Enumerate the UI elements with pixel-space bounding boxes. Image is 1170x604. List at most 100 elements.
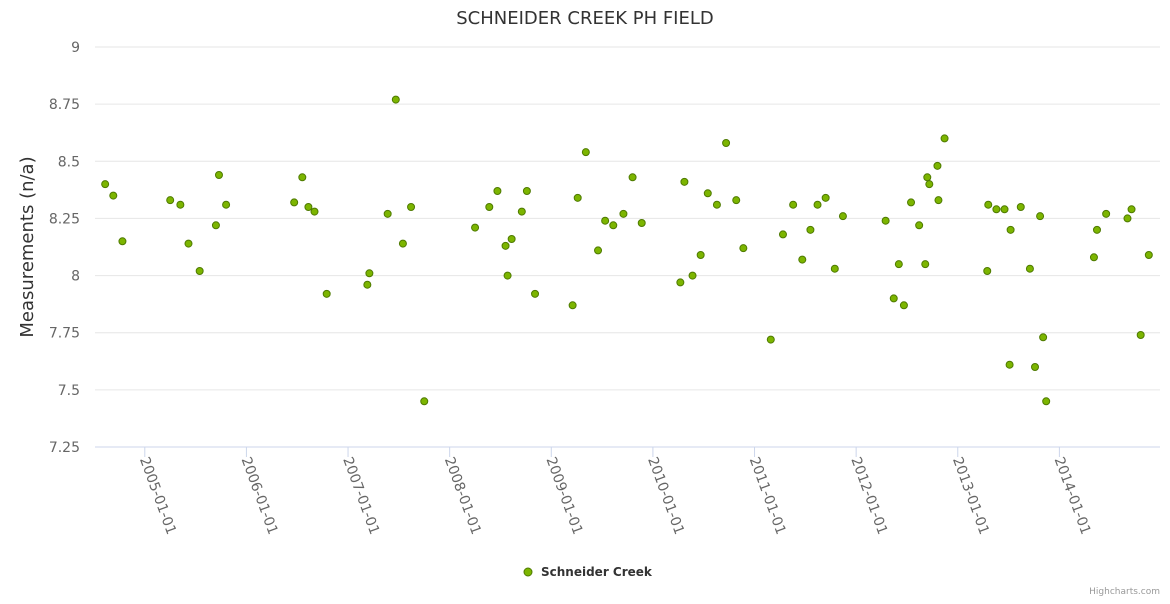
y-tick-label: 9 bbox=[71, 40, 80, 56]
data-point bbox=[222, 200, 231, 209]
x-tick-label: 2014-01-01 bbox=[1051, 455, 1094, 537]
data-point bbox=[594, 246, 603, 255]
legend-label: Schneider Creek bbox=[541, 565, 653, 579]
data-point bbox=[1123, 214, 1132, 223]
data-point bbox=[184, 239, 193, 248]
data-point bbox=[1144, 251, 1153, 259]
data-point bbox=[501, 241, 510, 250]
data-point bbox=[1092, 225, 1101, 234]
data-point bbox=[881, 216, 890, 225]
data-point bbox=[696, 251, 705, 259]
y-tick-label: 7.25 bbox=[49, 440, 80, 456]
data-point bbox=[471, 223, 480, 232]
data-point bbox=[766, 335, 775, 344]
y-axis: 7.25 7.5 7.75 8 8.25 8.5 8.75 9 bbox=[49, 40, 80, 456]
data-point bbox=[507, 235, 516, 243]
y-tick-label: 8.5 bbox=[58, 154, 80, 170]
data-point bbox=[195, 267, 204, 275]
data-point bbox=[680, 177, 689, 186]
y-axis-title: Measurements (n/a) bbox=[17, 156, 38, 337]
data-point bbox=[915, 221, 924, 230]
data-point bbox=[176, 200, 185, 209]
data-point bbox=[925, 180, 934, 189]
data-point bbox=[304, 203, 313, 211]
data-point bbox=[889, 294, 898, 303]
data-point bbox=[1036, 212, 1045, 221]
data-point bbox=[166, 196, 175, 205]
x-tick-label: 2009-01-01 bbox=[543, 455, 586, 537]
data-point bbox=[383, 209, 392, 218]
data-point bbox=[940, 134, 949, 143]
data-point bbox=[732, 196, 741, 205]
data-point bbox=[899, 301, 908, 310]
data-point bbox=[934, 196, 943, 205]
x-tick-label: 2011-01-01 bbox=[746, 455, 789, 537]
data-point bbox=[391, 95, 400, 104]
legend-marker bbox=[523, 567, 533, 577]
data-point bbox=[503, 271, 512, 280]
data-point bbox=[609, 221, 618, 230]
data-point bbox=[517, 207, 526, 216]
data-point bbox=[1136, 331, 1145, 339]
data-point bbox=[798, 255, 807, 264]
data-point bbox=[420, 397, 429, 406]
data-point bbox=[1005, 360, 1014, 369]
y-tick-label: 7.75 bbox=[49, 326, 80, 342]
data-point bbox=[493, 187, 502, 195]
data-point bbox=[310, 207, 319, 216]
data-point bbox=[1016, 203, 1025, 211]
data-point bbox=[821, 193, 830, 202]
data-point bbox=[983, 267, 992, 275]
legend-item-schneider-creek[interactable]: Schneider Creek bbox=[523, 565, 653, 579]
data-point bbox=[1025, 264, 1034, 273]
x-tick-label: 2006-01-01 bbox=[238, 455, 281, 537]
data-point bbox=[637, 219, 646, 227]
data-point bbox=[830, 264, 839, 273]
credits-link[interactable]: Highcharts.com bbox=[1089, 587, 1160, 597]
data-point bbox=[1089, 253, 1098, 262]
y-tick-label: 7.5 bbox=[58, 383, 80, 399]
x-tick-label: 2012-01-01 bbox=[847, 455, 890, 537]
chart-title: SCHNEIDER CREEK PH FIELD bbox=[456, 8, 714, 29]
data-point bbox=[581, 148, 590, 157]
data-point bbox=[838, 212, 847, 221]
data-point bbox=[522, 187, 531, 195]
data-point bbox=[109, 191, 118, 200]
x-axis: 2005-01-01 2006-01-01 2007-01-01 2008-01-01… bbox=[136, 447, 1094, 537]
data-point bbox=[619, 209, 628, 218]
data-point bbox=[984, 200, 993, 209]
data-point bbox=[485, 203, 494, 211]
data-point bbox=[921, 260, 930, 269]
data-point bbox=[398, 239, 407, 248]
data-point bbox=[601, 216, 610, 225]
data-point bbox=[739, 244, 748, 253]
data-point bbox=[1102, 209, 1111, 218]
data-point bbox=[322, 289, 331, 298]
data-point bbox=[894, 260, 903, 269]
grid-lines bbox=[95, 46, 1160, 448]
y-tick-label: 8.25 bbox=[49, 211, 80, 227]
data-point bbox=[365, 269, 374, 278]
data-point bbox=[214, 171, 223, 179]
data-point bbox=[1127, 205, 1136, 214]
data-point bbox=[933, 161, 942, 170]
x-tick-label: 2007-01-01 bbox=[339, 455, 382, 537]
data-point bbox=[1006, 225, 1015, 234]
data-point bbox=[703, 189, 712, 198]
x-tick-label: 2005-01-01 bbox=[136, 455, 179, 537]
data-point bbox=[628, 173, 637, 182]
data-point bbox=[568, 301, 577, 310]
x-tick-label: 2010-01-01 bbox=[644, 455, 687, 537]
data-point bbox=[407, 203, 416, 211]
x-tick-label: 2013-01-01 bbox=[949, 455, 992, 537]
data-point bbox=[118, 237, 127, 246]
data-point bbox=[722, 139, 731, 147]
data-point bbox=[712, 200, 721, 209]
data-point bbox=[1031, 363, 1040, 371]
data-point bbox=[676, 278, 685, 287]
data-point bbox=[778, 230, 787, 239]
data-point bbox=[688, 271, 697, 280]
data-point bbox=[573, 193, 582, 202]
data-point bbox=[1039, 333, 1048, 342]
